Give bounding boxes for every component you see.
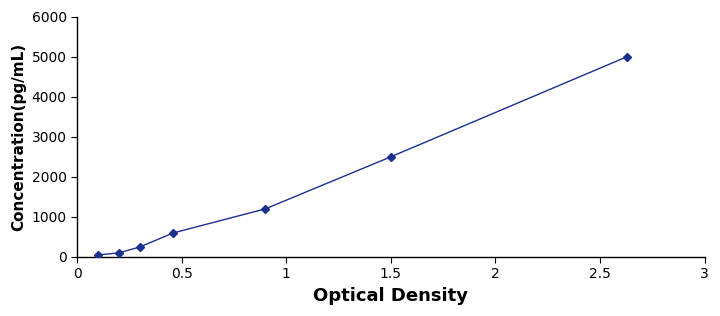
Y-axis label: Concentration(pg/mL): Concentration(pg/mL) (11, 43, 26, 231)
X-axis label: Optical Density: Optical Density (313, 287, 469, 305)
